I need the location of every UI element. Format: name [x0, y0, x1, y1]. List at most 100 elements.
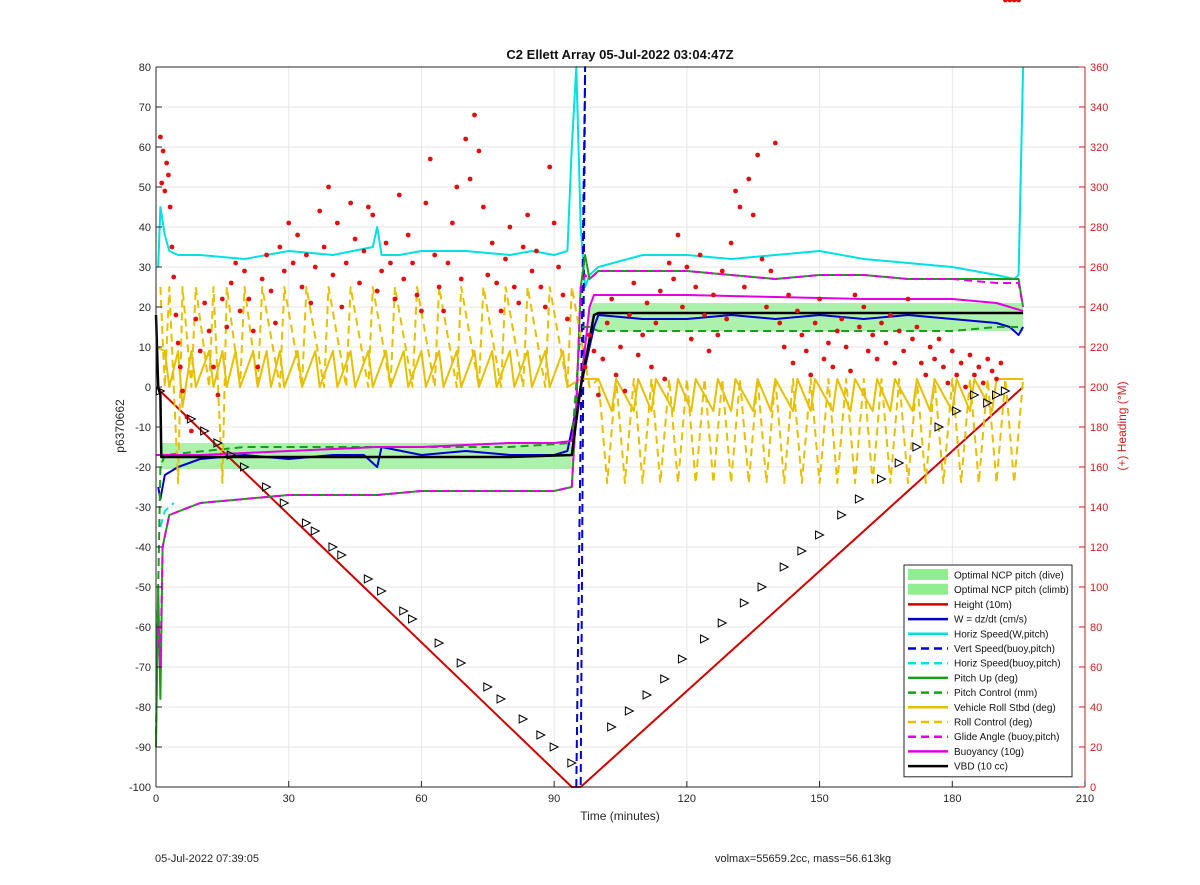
- heading-point: [781, 344, 787, 350]
- heading-point: [680, 304, 685, 310]
- heading-point: [472, 112, 477, 118]
- height-marker: [837, 510, 847, 520]
- heading-point: [281, 268, 287, 274]
- heading-point: [631, 280, 637, 286]
- heading-point: [494, 280, 500, 286]
- y-ticks-right: 0 20 40 60 80 100 120 140 160 180 200 220 240 260 280 3…: [1079, 62, 1108, 794]
- heading-point: [427, 156, 433, 162]
- heading-point: [604, 320, 610, 326]
- heading-point: [644, 300, 650, 306]
- y-tick-label-right: 60: [1090, 662, 1102, 674]
- heading-point: [219, 296, 225, 302]
- heading-point: [160, 148, 166, 154]
- legend-swatch: [908, 583, 948, 595]
- heading-point: [290, 260, 296, 266]
- y-tick-label: -10: [135, 422, 151, 434]
- y-tick-label: 30: [139, 262, 151, 274]
- heading-point: [622, 388, 628, 394]
- y-ticks: -100-90-80-70-60-50-40-30-20-10010203040…: [129, 62, 162, 794]
- heading-point: [803, 348, 809, 354]
- legend-swatch: [908, 569, 948, 580]
- heading-point: [352, 236, 358, 242]
- heading-point: [206, 328, 212, 334]
- heading-point: [741, 284, 747, 290]
- heading-point: [193, 316, 199, 322]
- height-marker: [797, 546, 807, 556]
- heading-point: [892, 360, 898, 366]
- series-buoyancy-10g-: [156, 294, 1024, 456]
- heading-point: [626, 312, 632, 318]
- legend-item-label: Horiz Speed(W,pitch): [954, 629, 1048, 640]
- heading-point: [432, 252, 438, 258]
- height-marker: [779, 562, 790, 572]
- y-tick-label-right: 80: [1090, 622, 1102, 634]
- heading-point: [498, 308, 504, 314]
- y-tick-label: -70: [135, 662, 151, 674]
- series-vehicle-roll-stbd-deg-: [155, 346, 1024, 412]
- heading-point: [883, 340, 889, 346]
- height-marker: [677, 654, 688, 664]
- heading-point: [334, 220, 340, 226]
- heading-point: [945, 380, 951, 386]
- height-marker: [408, 614, 418, 624]
- height-marker: [854, 494, 865, 504]
- heading-point: [613, 372, 619, 378]
- heading-point: [772, 140, 778, 146]
- heading-point: [1016, 0, 1022, 3]
- y-tick-label-right: 200: [1090, 382, 1108, 394]
- heading-point: [870, 332, 876, 338]
- heading-point: [777, 320, 783, 326]
- heading-points-layer: [158, 0, 1022, 434]
- height-marker: [310, 526, 321, 536]
- y-tick-label: 60: [139, 142, 151, 154]
- heading-point: [401, 276, 407, 282]
- heading-point: [485, 272, 491, 278]
- heading-point: [976, 364, 982, 370]
- heading-point: [671, 276, 676, 282]
- heading-point: [874, 356, 880, 362]
- height-marker: [894, 458, 905, 468]
- heading-point: [905, 296, 911, 302]
- heading-point: [635, 352, 641, 358]
- height-marker: [969, 390, 980, 400]
- x-tick-label: 150: [810, 793, 828, 805]
- heading-point: [856, 324, 862, 330]
- height-marker: [200, 426, 210, 436]
- heading-point: [511, 284, 517, 290]
- heading-point: [737, 204, 743, 210]
- y-axis-label-right: (+) Heading (°M): [1115, 381, 1129, 470]
- legend-item-label: Vehicle Roll Stbd (deg): [954, 703, 1056, 714]
- heading-point: [755, 152, 761, 158]
- heading-point: [719, 268, 725, 274]
- legend-item-label: Buoyancy (10g): [954, 747, 1024, 758]
- heading-point: [675, 232, 681, 238]
- height-marker: [399, 606, 409, 616]
- legend-item-label: W = dz/dt (cm/s): [954, 615, 1027, 626]
- heading-point: [392, 296, 398, 302]
- heading-point: [560, 292, 566, 298]
- heading-point: [374, 288, 380, 294]
- heading-point: [958, 360, 964, 366]
- heading-point: [684, 264, 690, 270]
- height-markers-layer: [155, 386, 1011, 768]
- y-tick-label-right: 120: [1090, 542, 1108, 554]
- y-tick-label-right: 260: [1090, 262, 1108, 274]
- height-marker: [934, 422, 945, 432]
- legend-item-label: Pitch Control (mm): [954, 688, 1037, 699]
- legend-item-label: Height (10m): [954, 600, 1012, 611]
- heading-point: [551, 220, 557, 226]
- heading-point: [343, 260, 349, 266]
- heading-point: [250, 328, 256, 334]
- series-horiz-speed-buoy-pitch-: [159, 502, 175, 528]
- y-tick-label: -30: [135, 502, 151, 514]
- heading-point: [529, 268, 535, 274]
- heading-point: [826, 340, 831, 346]
- heading-point: [600, 356, 606, 362]
- heading-point: [821, 356, 827, 362]
- heading-point: [688, 336, 694, 342]
- heading-point: [980, 380, 986, 386]
- height-marker: [186, 414, 197, 424]
- heading-point: [410, 260, 415, 266]
- height-marker: [363, 574, 374, 584]
- heading-point: [264, 252, 269, 258]
